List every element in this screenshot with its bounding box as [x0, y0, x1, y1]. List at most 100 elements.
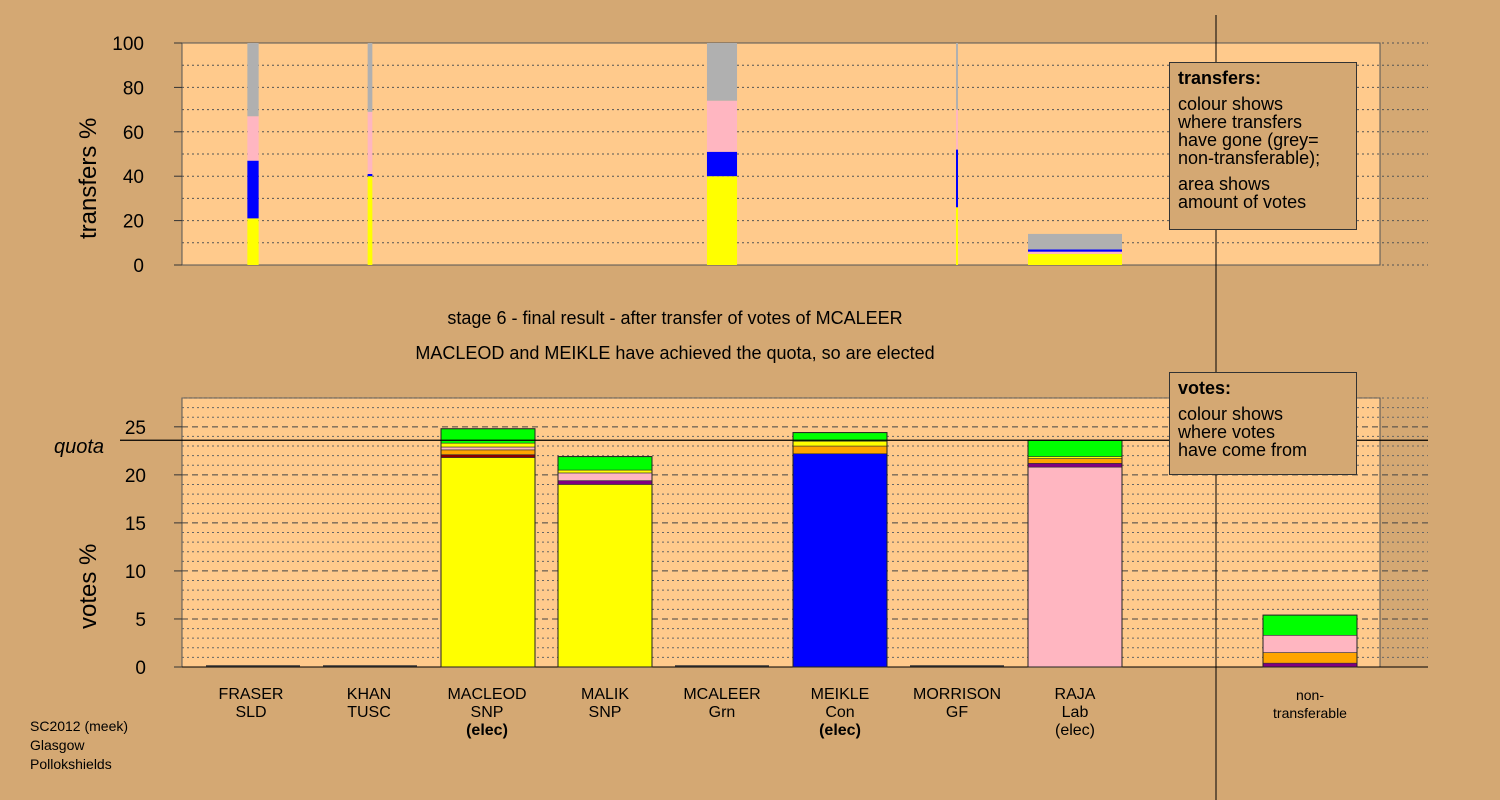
- transfer-segment: [956, 43, 958, 110]
- quota-label: quota: [54, 436, 105, 458]
- transfers-legend-line: colour shows: [1178, 94, 1284, 114]
- footer-line: Pollokshields: [30, 756, 112, 772]
- vote-segment: [1262, 652, 1358, 664]
- transfer-segment: [1028, 233, 1122, 250]
- transfer-segment: [1028, 249, 1122, 252]
- candidate-name: MCALEER: [683, 686, 761, 703]
- transfers-y-tick-label: 0: [133, 256, 144, 277]
- transfer-segment: [367, 176, 373, 265]
- votes-y-tick-label: 5: [135, 610, 146, 631]
- elected-caption: MACLEOD and MEIKLE have achieved the quo…: [415, 343, 935, 363]
- vote-segment: [557, 456, 653, 471]
- transfer-segment: [247, 218, 259, 265]
- votes-y-tick-label: 10: [125, 562, 146, 583]
- transfers-legend-line: amount of votes: [1178, 192, 1307, 212]
- footer-note: SC2012 (meek) Glasgow Pollokshields: [30, 717, 128, 774]
- votes-legend-title: votes:: [1178, 378, 1232, 398]
- candidate-status: (elec): [819, 722, 861, 739]
- vote-segment: [440, 442, 536, 448]
- vote-segment: [440, 449, 536, 455]
- candidate-label-mcaleer: MCALEER Grn: [667, 686, 777, 722]
- candidate-party: SNP: [588, 704, 622, 721]
- candidate-label-morrison: MORRISON GF: [902, 686, 1012, 722]
- transfer-segment: [706, 151, 738, 177]
- vote-segment: [792, 453, 888, 668]
- vote-segment: [440, 446, 536, 451]
- transfer-segment: [956, 109, 958, 150]
- transfers-y-tick-label: 100: [112, 34, 144, 55]
- transfer-segment: [367, 173, 373, 177]
- transfers-legend-title: transfers:: [1178, 68, 1262, 88]
- candidate-label-raja: RAJA Lab (elec): [1020, 686, 1130, 740]
- votes-y-tick-label: 25: [125, 418, 146, 439]
- votes-legend-line: have come from: [1178, 440, 1308, 460]
- candidate-party: SLD: [235, 704, 267, 721]
- vote-segment: [1262, 634, 1358, 653]
- transfers-legend-line: non-transferable);: [1178, 148, 1321, 168]
- transfers-y-tick-label: 60: [123, 123, 144, 144]
- transfer-segment: [247, 43, 259, 117]
- vote-segment: [1027, 458, 1123, 464]
- candidate-name: FRASER: [218, 686, 284, 703]
- candidate-label-khan: KHAN TUSC: [314, 686, 424, 722]
- candidate-status: (elec): [1054, 722, 1095, 739]
- candidate-name: KHAN: [346, 686, 392, 703]
- vote-bar-outline: [557, 456, 653, 668]
- transfer-segment: [706, 100, 738, 152]
- candidate-party: Con: [825, 704, 855, 721]
- vote-segment: [440, 454, 536, 458]
- votes-y-tick-label: 20: [125, 466, 146, 487]
- vote-bar-outline: [792, 432, 888, 668]
- stage-caption: stage 6 - final result - after transfer …: [447, 308, 903, 328]
- transfer-segment: [367, 111, 373, 174]
- candidate-name: MACLEOD: [447, 686, 527, 703]
- candidate-name: RAJA: [1054, 686, 1096, 703]
- candidate-name: MALIK: [580, 686, 629, 703]
- candidate-name: MORRISON: [913, 686, 1001, 703]
- candidate-label-macleod: MACLEOD SNP (elec): [432, 686, 542, 740]
- transfer-segment: [706, 43, 738, 101]
- transfer-segment: [956, 149, 958, 208]
- votes-y-axis-label: votes %: [75, 543, 102, 629]
- vote-segment: [557, 469, 653, 474]
- candidate-party: SNP: [470, 704, 504, 721]
- votes-legend-line: colour shows: [1178, 404, 1284, 424]
- votes-y-tick-label: 15: [125, 514, 146, 535]
- candidate-party: TUSC: [347, 704, 391, 721]
- candidate-party: Lab: [1061, 704, 1089, 721]
- footer-line: Glasgow: [30, 737, 85, 753]
- vote-bar-outline: [1262, 614, 1358, 668]
- candidate-status: (elec): [466, 722, 508, 739]
- vote-segment: [440, 428, 536, 444]
- transfers-y-axis-label: transfers %: [75, 117, 102, 239]
- votes-legend-line: where votes: [1178, 422, 1276, 442]
- transfer-segment: [1028, 253, 1122, 265]
- transfer-segment: [956, 207, 958, 265]
- transfers-legend-line: area shows: [1178, 174, 1271, 194]
- transfer-segment: [367, 43, 373, 112]
- vote-segment: [792, 440, 888, 447]
- candidate-name: MEIKLE: [810, 686, 870, 703]
- votes-legend: votes: colour shows where votes have com…: [1169, 372, 1357, 475]
- transfer-segment: [1028, 251, 1122, 254]
- vote-segment: [792, 445, 888, 455]
- vote-segment: [1262, 662, 1358, 668]
- vote-segment: [440, 457, 536, 668]
- transfer-segment: [706, 176, 738, 265]
- vote-segment: [1027, 439, 1123, 457]
- vote-segment: [1262, 614, 1358, 636]
- candidate-party: GF: [945, 704, 969, 721]
- footer-line: SC2012 (meek): [30, 718, 129, 734]
- transfers-y-tick-label: 20: [123, 212, 144, 233]
- transfers-legend-line: where transfers: [1178, 112, 1303, 132]
- vote-segment: [557, 472, 653, 481]
- candidate-party: Grn: [708, 704, 736, 721]
- vote-segment: [557, 484, 653, 668]
- transfer-segment: [247, 160, 259, 219]
- vote-bar-outline: [440, 428, 536, 668]
- transfers-y-tick-label: 80: [123, 78, 144, 99]
- transfers-y-tick-label: 40: [123, 167, 144, 188]
- candidate-label-malik: MALIK SNP: [550, 686, 660, 722]
- vote-segment: [1027, 463, 1123, 468]
- transfer-segment: [247, 116, 259, 161]
